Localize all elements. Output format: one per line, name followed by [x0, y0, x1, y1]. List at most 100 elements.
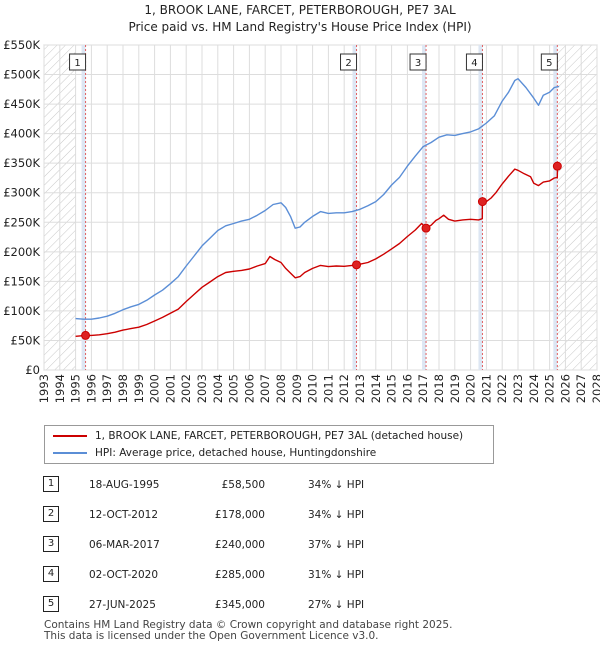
sale-price: £58,500 [221, 479, 265, 491]
x-tick-label: 2009 [290, 374, 304, 403]
table-row: 4 02-OCT-2020 £285,000 31% ↓ HPI [0, 566, 600, 586]
y-tick-label: £450K [3, 97, 40, 111]
sale-shade [352, 45, 357, 370]
sale-price: £178,000 [214, 509, 265, 521]
x-tick-label: 2026 [558, 374, 572, 403]
title-line-2: Price paid vs. HM Land Registry's House … [128, 20, 472, 34]
y-tick-label: £0 [25, 363, 40, 377]
sale-marker-label: 5 [546, 58, 552, 69]
x-tick-label: 2008 [274, 374, 288, 403]
sale-dot [81, 330, 91, 340]
title-line-1: 1, BROOK LANE, FARCET, PETERBOROUGH, PE7… [144, 3, 456, 17]
plot-area [43, 44, 598, 371]
y-tick-label: £250K [3, 215, 40, 229]
sale-marker-box [465, 53, 483, 71]
x-tick-label: 2028 [590, 374, 600, 403]
sale-price: £240,000 [214, 539, 265, 551]
hatched-region-after [557, 45, 597, 370]
x-tick-label: 1998 [116, 374, 130, 403]
x-tick-label: 2013 [353, 374, 367, 403]
x-tick-label: 1993 [37, 374, 51, 403]
sale-date: 12-OCT-2012 [89, 509, 158, 521]
x-tick-label: 2010 [306, 374, 320, 403]
x-tick-label: 2006 [242, 374, 256, 403]
x-tick-label: 2005 [227, 374, 241, 403]
legend: 1, BROOK LANE, FARCET, PETERBOROUGH, PE7… [44, 425, 494, 464]
sale-price: £345,000 [214, 599, 265, 611]
sale-date: 02-OCT-2020 [89, 569, 158, 581]
y-tick-label: £500K [3, 68, 40, 82]
table-row: 3 06-MAR-2017 £240,000 37% ↓ HPI [0, 536, 600, 556]
footer-attribution: Contains HM Land Registry data © Crown c… [44, 620, 452, 642]
sale-hpi-diff: 37% ↓ HPI [308, 539, 365, 551]
x-axis-ticks: 1993 1994 1995 1996 1997 1998 1999 2000 2001 2002… [37, 374, 600, 403]
y-tick-label: £300K [3, 186, 40, 200]
y-tick-label: £550K [3, 38, 40, 52]
x-tick-label: 2022 [495, 374, 509, 403]
legend-label-hpi: HPI: Average price, detached house, Hunt… [95, 447, 377, 459]
y-tick-label: £150K [3, 274, 40, 288]
sale-hpi-diff: 31% ↓ HPI [308, 569, 365, 581]
sale-number-badge: 4 [43, 566, 59, 582]
x-tick-label: 2027 [574, 374, 588, 403]
sale-hpi-diff: 27% ↓ HPI [308, 599, 365, 611]
sale-markers: 1 2 3 4 5 [69, 53, 558, 71]
x-tick-label: 2017 [416, 374, 430, 403]
sale-marker-box [540, 53, 558, 71]
x-tick-label: 2000 [148, 374, 162, 403]
x-tick-label: 2011 [321, 374, 335, 403]
sale-number-badge: 2 [43, 506, 59, 522]
legend-item-hpi: HPI: Average price, detached house, Hunt… [53, 445, 376, 461]
sale-marker-label: 2 [345, 58, 351, 69]
sale-marker-box [409, 53, 427, 71]
plot-background [43, 44, 598, 371]
price-chart: 1 2 3 4 5 £0 £50K £100K £150K £200K £250K £300K £35… [3, 38, 600, 403]
sale-shade [478, 45, 483, 370]
x-tick-label: 2002 [179, 374, 193, 403]
x-tick-label: 1995 [69, 374, 83, 403]
sale-dot [421, 223, 431, 233]
legend-swatch-hpi [53, 452, 87, 454]
sale-date: 18-AUG-1995 [89, 479, 160, 491]
legend-swatch-price [53, 435, 87, 437]
sale-dots [81, 161, 562, 340]
sale-shade [553, 45, 558, 370]
sale-marker-label: 1 [74, 58, 80, 69]
table-row: 5 27-JUN-2025 £345,000 27% ↓ HPI [0, 596, 600, 616]
sale-marker-label: 3 [415, 58, 421, 69]
sale-date: 27-JUN-2025 [89, 599, 156, 611]
sale-number-badge: 5 [43, 596, 59, 612]
y-tick-label: £200K [3, 245, 40, 259]
x-tick-label: 1994 [53, 374, 67, 403]
table-row: 2 12-OCT-2012 £178,000 34% ↓ HPI [0, 506, 600, 526]
x-tick-label: 2024 [527, 374, 541, 403]
x-tick-label: 2014 [369, 374, 383, 403]
x-tick-label: 1997 [100, 374, 114, 403]
hpi-line [75, 78, 560, 320]
y-axis-ticks: £0 £50K £100K £150K £200K £250K £300K £350K £400… [3, 38, 40, 377]
chart-title: 1, BROOK LANE, FARCET, PETERBOROUGH, PE7… [0, 2, 600, 36]
x-tick-label: 2019 [448, 374, 462, 403]
sale-price: £285,000 [214, 569, 265, 581]
x-tick-label: 2001 [163, 374, 177, 403]
y-tick-label: £50K [11, 333, 41, 347]
sale-shade [81, 45, 86, 370]
legend-item-price: 1, BROOK LANE, FARCET, PETERBOROUGH, PE7… [53, 428, 463, 444]
sale-number-badge: 3 [43, 536, 59, 552]
sale-shade [422, 45, 427, 370]
sale-dot [552, 161, 562, 171]
x-tick-label: 2025 [543, 374, 557, 403]
footer-line-2: This data is licensed under the Open Gov… [44, 630, 379, 642]
x-tick-label: 1996 [84, 374, 98, 403]
y-tick-label: £350K [3, 156, 40, 170]
sale-hpi-diff: 34% ↓ HPI [308, 509, 365, 521]
sale-dot [477, 197, 487, 207]
sale-dot [352, 260, 362, 270]
x-tick-label: 2016 [400, 374, 414, 403]
y-tick-label: £100K [3, 304, 40, 318]
legend-label-price: 1, BROOK LANE, FARCET, PETERBOROUGH, PE7… [95, 430, 464, 442]
sale-shades [81, 45, 558, 370]
x-tick-label: 2020 [464, 374, 478, 403]
sale-number-badge: 1 [43, 476, 59, 492]
sale-marker-label: 4 [471, 58, 477, 69]
